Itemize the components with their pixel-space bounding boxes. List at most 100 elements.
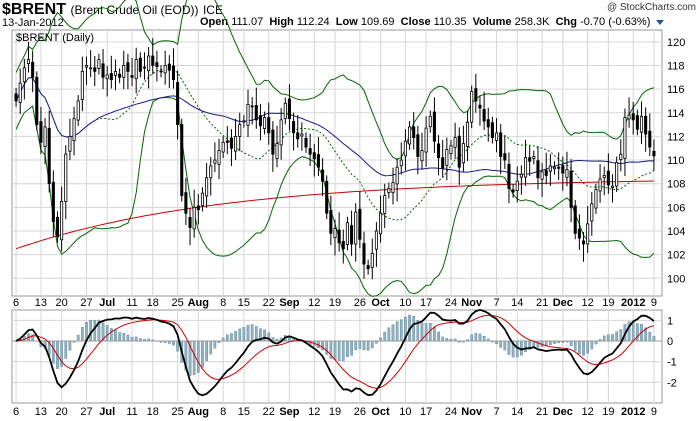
bollinger-mid-line (15, 68, 655, 221)
candle-body (300, 133, 304, 137)
macd-histogram-bar (391, 324, 395, 342)
price-x-tick-label: Jul (99, 297, 115, 309)
bollinger-upper-line (15, 0, 655, 160)
macd-x-tick-label: 7 (493, 406, 499, 418)
candle-body (569, 170, 573, 208)
price-x-tick-label: 17 (420, 297, 432, 309)
ma-long-line (15, 180, 654, 250)
open-value: 111.07 (231, 16, 264, 28)
candle-body (627, 114, 631, 120)
candle-body (602, 175, 606, 178)
macd-x-tick-label: 8 (220, 406, 226, 418)
candle-body (134, 59, 138, 80)
macd-histogram-bar (321, 340, 324, 351)
macd-histogram-bar (478, 333, 482, 342)
macd-x-tick-label: Dec (553, 406, 573, 418)
candle-body (494, 132, 499, 141)
candle-body (362, 243, 366, 265)
chart-header: $BRENT (Brent Crude Oil (EOD)) ICE 13-Ja… (0, 0, 700, 30)
candle-body (279, 119, 283, 146)
close-value: 110.35 (433, 16, 467, 28)
candle-body (188, 217, 192, 228)
candle-body (329, 210, 333, 234)
candle-body (321, 169, 325, 182)
macd-histogram-bar (176, 340, 179, 352)
price-x-tick-label: 21 (536, 297, 548, 309)
candle-body (312, 152, 316, 160)
chart-title: $BRENT (Daily) (16, 32, 94, 44)
price-x-tick-label: 14 (511, 297, 523, 309)
candle-body (391, 182, 395, 194)
price-x-tick-label: 2012 (621, 297, 645, 309)
candle-body (304, 137, 308, 148)
macd-histogram-bar (350, 340, 353, 356)
macd-histogram-bar (358, 340, 362, 349)
triangle-down-icon[interactable] (656, 19, 665, 25)
candle-body (639, 115, 644, 133)
price-x-tick-label: 22 (263, 297, 275, 309)
macd-line (15, 308, 655, 397)
price-y-tick-label: 100 (667, 273, 685, 285)
chg-value: -0.70 (-0.63%) (580, 16, 651, 28)
macd-x-tick-label: 18 (147, 406, 159, 418)
candle-body (250, 105, 254, 108)
candle-body (623, 117, 627, 159)
candle-body (453, 137, 457, 148)
price-x-tick-label: 26 (354, 297, 366, 309)
macd-histogram-bar (52, 340, 55, 364)
price-x-tick-label: 20 (56, 297, 68, 309)
macd-histogram-bar (192, 340, 196, 375)
price-y-tick-label: 104 (667, 226, 685, 238)
price-x-tick-label: 19 (602, 297, 614, 309)
macd-histogram-bar (424, 323, 428, 342)
macd-x-tick-label: 10 (399, 406, 411, 418)
candle-body (644, 115, 648, 135)
macd-histogram-bar (130, 336, 134, 342)
candle-body (126, 62, 130, 72)
macd-histogram-bar (234, 331, 237, 342)
macd-x-tick-label: Oct (371, 406, 390, 418)
candle-body (39, 121, 43, 143)
price-y-tick-label: 120 (667, 37, 685, 49)
macd-histogram-bar (134, 336, 138, 342)
candle-body (138, 57, 142, 72)
price-x-tick-label: Aug (188, 297, 209, 309)
macd-histogram-bar (399, 319, 403, 342)
macd-histogram-bar (615, 331, 618, 342)
candle-body (528, 157, 532, 162)
candle-body (176, 82, 180, 125)
low-label: Low (335, 16, 358, 28)
macd-histogram-bar (586, 340, 589, 354)
candle-body (209, 165, 213, 179)
candle-body (615, 162, 619, 187)
price-y-tick-label: 106 (667, 202, 685, 214)
candle-body (635, 115, 639, 130)
macd-histogram-bar (333, 340, 337, 360)
candle-body (242, 120, 246, 123)
candle-body (97, 59, 101, 69)
symbol-name: (Brent Crude Oil (EOD)) (70, 3, 199, 17)
candle-body (648, 130, 652, 148)
candle-body (490, 122, 494, 138)
macd-histogram-bar (254, 326, 258, 342)
ohlc-readout: Open 111.07 High 112.24 Low 109.69 Close… (200, 16, 665, 28)
price-x-tick-label: 25 (171, 297, 183, 309)
macd-y-tick-label: -2 (667, 377, 677, 389)
price-x-tick-label: 11 (126, 297, 137, 309)
macd-histogram-bar (196, 340, 200, 373)
candle-body (234, 135, 238, 152)
macd-histogram-bar (395, 321, 399, 342)
candle-body (449, 145, 453, 155)
macd-x-tick-label: 9 (651, 406, 657, 418)
candle-body (416, 134, 420, 157)
candle-body (577, 228, 581, 239)
candle-body (652, 150, 656, 157)
candle-body (68, 135, 72, 152)
price-x-tick-label: 10 (399, 297, 411, 309)
candle-body (101, 63, 105, 78)
price-y-tick-label: 116 (667, 84, 685, 96)
macd-histogram-bar (238, 328, 242, 342)
candle-body (292, 121, 296, 134)
candle-body (130, 75, 134, 78)
macd-histogram-bar (387, 327, 391, 342)
